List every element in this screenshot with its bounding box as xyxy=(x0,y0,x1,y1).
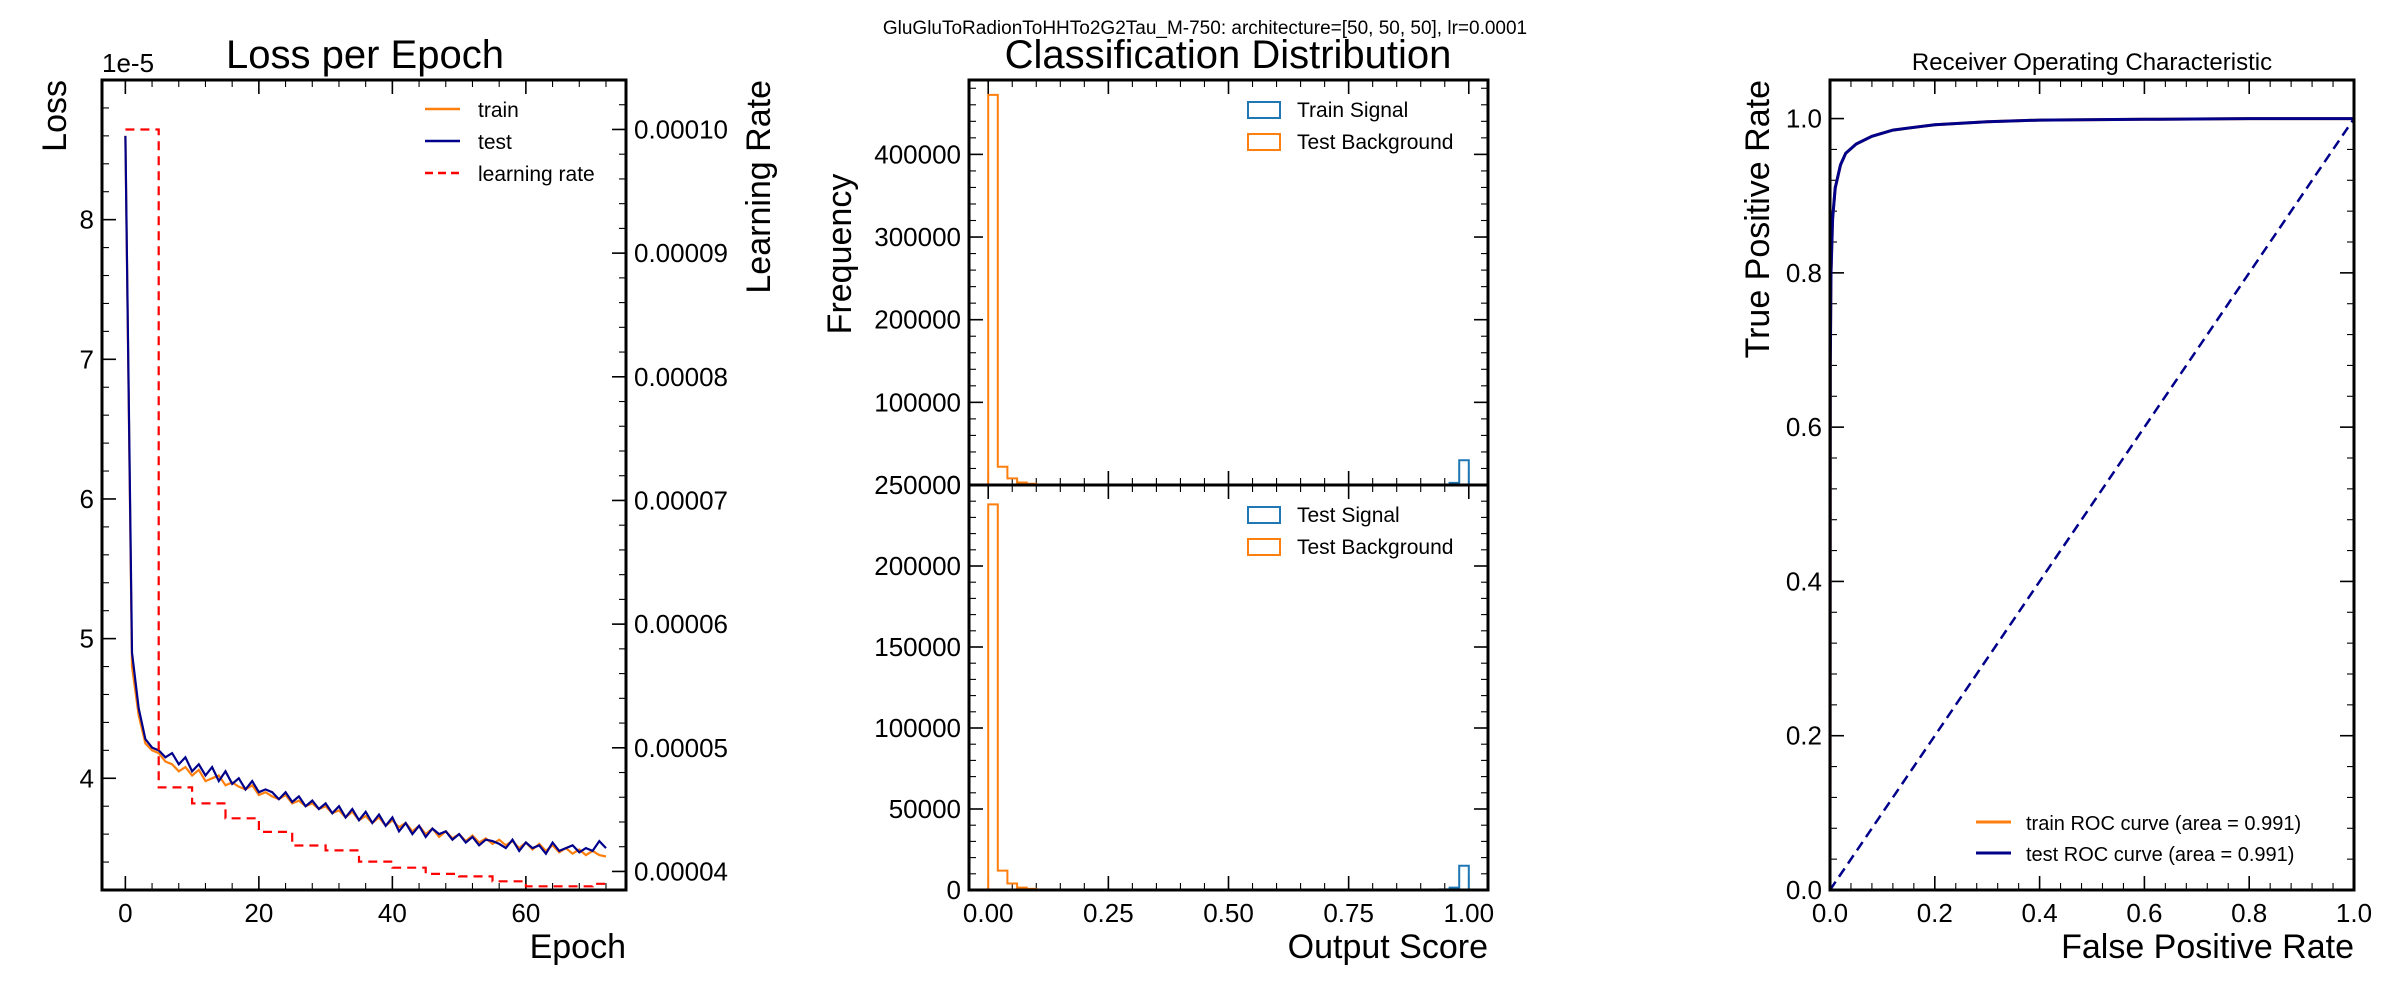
roc-series-chance-line xyxy=(1828,117,2356,891)
loss-series xyxy=(124,128,607,888)
loss-series-learning-rate xyxy=(125,128,606,888)
figure-suptitle: GluGluToRadionToHHTo2G2Tau_M-750: archit… xyxy=(883,18,1527,39)
loss-series-test xyxy=(124,135,607,856)
hist-top-ytick-label: 100000 xyxy=(874,387,961,417)
hist-xtick-label: 0.50 xyxy=(1203,898,1254,928)
loss-y2tick-label: 0.00007 xyxy=(634,485,728,515)
loss-yticks: 4 5 6 7 8 xyxy=(80,107,116,863)
roc-xticks: 0.0 0.2 0.4 0.6 0.8 1.0 xyxy=(1812,80,2372,928)
hist-xtick-label: 0.00 xyxy=(963,898,1014,928)
loss-xtick-label: 20 xyxy=(244,898,273,928)
legend-label-test-background-bottom: Test Background xyxy=(1297,536,1453,559)
classification-panel: Classification Distribution Frequency Ou… xyxy=(821,33,1494,966)
roc-xtick-label: 0.8 xyxy=(2231,898,2267,928)
legend-label-train: train xyxy=(478,99,519,122)
roc-ytick-label: 1.0 xyxy=(1786,104,1822,134)
legend-label-train-roc: train ROC curve (area = 0.991) xyxy=(2026,813,2301,835)
loss-y2tick-label: 0.00009 xyxy=(634,238,728,268)
roc-xtick-label: 0.4 xyxy=(2022,898,2058,928)
loss-ylabel: Loss xyxy=(36,80,74,152)
roc-xtick-label: 0.0 xyxy=(1812,898,1848,928)
loss-y2ticks: 0.00004 0.00005 0.00006 0.00007 0.00008 0.000… xyxy=(612,104,728,886)
hist-top-legend: Train Signal Test Background xyxy=(1247,99,1453,154)
hist-xticks: 0.00 0.25 0.50 0.75 1.00 xyxy=(963,80,1494,928)
loss-xtick-label: 0 xyxy=(118,898,132,928)
loss-y2tick-label: 0.00006 xyxy=(634,609,728,639)
legend-label-test-roc: test ROC curve (area = 0.991) xyxy=(2026,844,2294,866)
classification-title: Classification Distribution xyxy=(1005,33,1452,77)
loss-ytick-label: 7 xyxy=(80,344,94,374)
hist-top-ytick-label: 0 xyxy=(947,470,961,500)
roc-panel: Receiver Operating Characteristic True P… xyxy=(1739,49,2372,966)
loss-offset-text: 1e-5 xyxy=(102,48,154,78)
loss-y2tick-label: 0.00010 xyxy=(634,114,728,144)
roc-ytick-label: 0.0 xyxy=(1786,875,1822,905)
roc-yticks: 0.0 0.2 0.4 0.6 0.8 1.0 xyxy=(1786,104,2354,905)
hist-xtick-label: 1.00 xyxy=(1443,898,1494,928)
loss-legend: train test learning rate xyxy=(425,99,595,186)
hist-bottom-legend: Test Signal Test Background xyxy=(1247,504,1453,559)
roc-ytick-label: 0.2 xyxy=(1786,721,1822,751)
hist-bottom-ytick-label: 0 xyxy=(947,875,961,905)
loss-xlabel: Epoch xyxy=(530,928,626,966)
loss-ytick-label: 8 xyxy=(80,205,94,235)
roc-axes-frame xyxy=(1828,78,2356,892)
roc-title: Receiver Operating Characteristic xyxy=(1912,49,2272,76)
hist-bottom-yticks: 0 50000 100000 150000 200000 250000 xyxy=(874,470,1488,905)
roc-xtick-label: 0.6 xyxy=(2126,898,2162,928)
legend-swatch-test-background-bottom xyxy=(1247,538,1281,556)
roc-xlabel: False Positive Rate xyxy=(2061,928,2354,966)
loss-ytick-label: 6 xyxy=(80,484,94,514)
loss-axes-frame xyxy=(100,78,628,892)
hist-xtick-label: 0.75 xyxy=(1323,898,1374,928)
roc-xtick-label: 0.2 xyxy=(1917,898,1953,928)
roc-ylabel: True Positive Rate xyxy=(1739,80,1777,358)
hist-bottom-frame xyxy=(967,483,1490,892)
loss-xticks: 0 20 40 60 xyxy=(118,80,607,928)
roc-ytick-label: 0.8 xyxy=(1786,258,1822,288)
classification-ylabel: Frequency xyxy=(821,174,859,335)
loss-panel: Loss per Epoch 1e-5 Loss Learning Rate E… xyxy=(36,33,778,966)
loss-y2label: Learning Rate xyxy=(740,80,778,294)
roc-legend: train ROC curve (area = 0.991) test ROC … xyxy=(1976,813,2301,866)
roc-xtick-label: 1.0 xyxy=(2336,898,2372,928)
classification-xlabel: Output Score xyxy=(1288,928,1488,966)
roc-series xyxy=(1828,117,2356,891)
hist-bottom-bars xyxy=(987,503,1470,891)
roc-ytick-label: 0.6 xyxy=(1786,412,1822,442)
hist-top-yticks: 0 100000 200000 300000 400000 xyxy=(874,87,1488,500)
hist-bottom-ytick-label: 200000 xyxy=(874,551,961,581)
legend-label-test-signal: Test Signal xyxy=(1297,504,1400,527)
legend-label-test: test xyxy=(478,131,512,154)
hist-bottom-ytick-label: 100000 xyxy=(874,713,961,743)
hist-xtick-label: 0.25 xyxy=(1083,898,1134,928)
hist-bottom-ytick-label: 150000 xyxy=(874,632,961,662)
hist-bottom-bars-test-background xyxy=(987,503,1469,891)
loss-xtick-label: 40 xyxy=(378,898,407,928)
roc-ytick-label: 0.4 xyxy=(1786,566,1822,596)
loss-title: Loss per Epoch xyxy=(226,33,504,77)
loss-y2tick-label: 0.00008 xyxy=(634,362,728,392)
hist-top-ytick-label: 400000 xyxy=(874,139,961,169)
loss-ytick-label: 4 xyxy=(80,763,94,793)
loss-ytick-label: 5 xyxy=(80,624,94,654)
hist-top-ytick-label: 300000 xyxy=(874,222,961,252)
legend-swatch-train-signal xyxy=(1247,101,1281,119)
hist-top-ytick-label: 200000 xyxy=(874,305,961,335)
legend-label-learning-rate: learning rate xyxy=(478,163,595,186)
loss-series-train xyxy=(124,135,607,858)
hist-bottom-ytick-label: 50000 xyxy=(889,794,961,824)
legend-swatch-test-background-top xyxy=(1247,133,1281,151)
legend-label-train-signal: Train Signal xyxy=(1297,99,1408,122)
legend-label-test-background-top: Test Background xyxy=(1297,131,1453,154)
roc-series-test-roc-curve-area-0-991 xyxy=(1828,117,2354,891)
hist-bottom-ytick-label: 250000 xyxy=(874,470,961,500)
legend-swatch-test-signal xyxy=(1247,506,1281,524)
loss-xtick-label: 60 xyxy=(511,898,540,928)
loss-y2tick-label: 0.00005 xyxy=(634,733,728,763)
loss-y2tick-label: 0.00004 xyxy=(634,856,728,886)
